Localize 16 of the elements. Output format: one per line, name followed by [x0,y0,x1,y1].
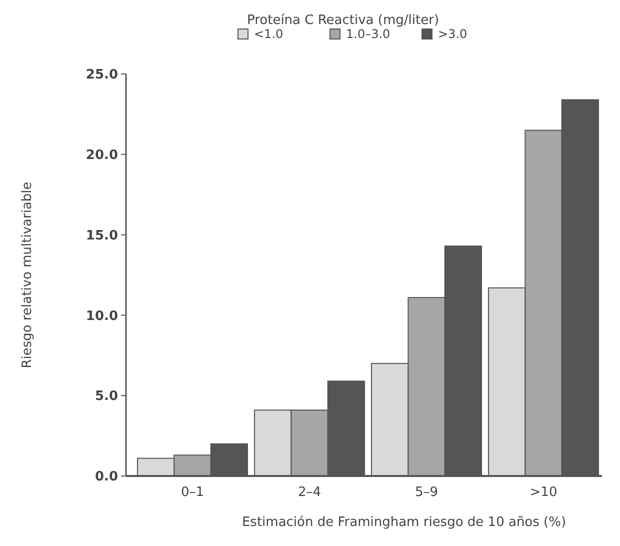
x-axis-title: Estimación de Framingham riesgo de 10 años (%) [242,515,566,530]
y-tick-label: 25.0 [86,68,118,83]
x-tick-label: 0–1 [180,485,204,500]
legend-label: <1.0 [254,27,284,41]
y-tick-label: 20.0 [86,148,118,163]
legend-label: 1.0–3.0 [346,27,390,41]
y-axis-title: Riesgo relativo multivariable [20,182,35,368]
x-tick-label: >10 [530,485,558,500]
legend-title: Proteína C Reactiva (mg/liter) [246,13,440,28]
legend-label: >3.0 [438,27,468,41]
y-tick-label: 10.0 [86,308,118,324]
y-tick-label: 15.0 [86,228,118,244]
y-tick-label: 5.0 [94,389,118,404]
x-tick-label: 5–9 [414,485,438,500]
y-tick-label: 0.0 [94,470,118,485]
x-tick-label: 2–4 [298,485,322,500]
